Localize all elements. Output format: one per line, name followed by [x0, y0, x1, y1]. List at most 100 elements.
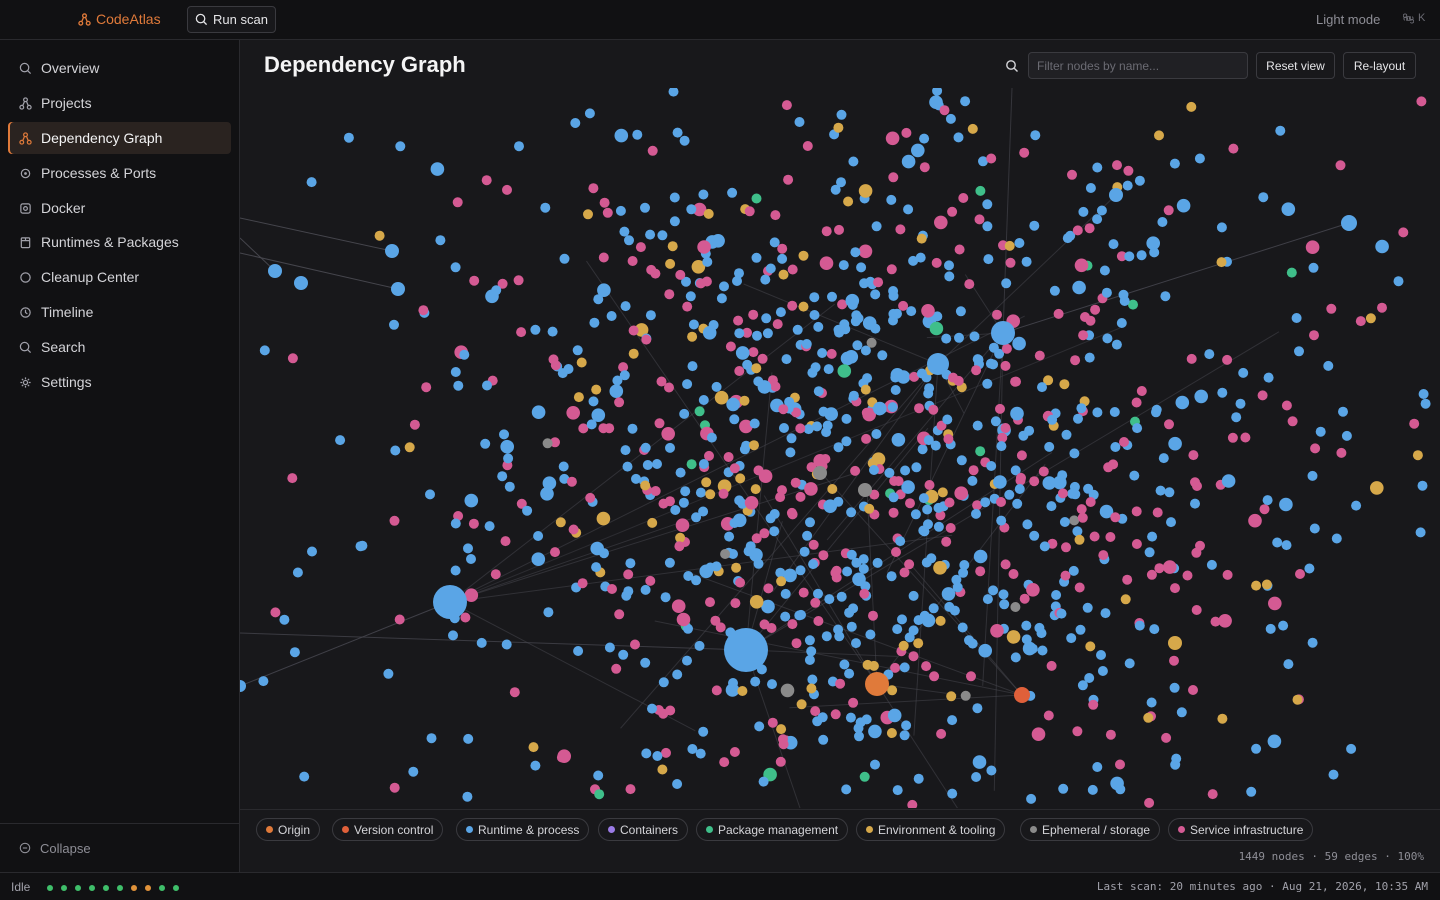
graph-node[interactable]: [463, 733, 474, 744]
graph-node[interactable]: [1132, 423, 1143, 434]
graph-node[interactable]: [620, 445, 631, 456]
graph-node[interactable]: [1335, 160, 1346, 171]
graph-node[interactable]: [848, 295, 859, 305]
graph-node[interactable]: [737, 686, 748, 696]
graph-node[interactable]: [836, 109, 847, 120]
graph-node[interactable]: [607, 584, 617, 594]
graph-node[interactable]: [807, 674, 818, 685]
graph-node[interactable]: [843, 196, 854, 207]
graph-node[interactable]: [641, 748, 652, 759]
graph-node[interactable]: [1072, 280, 1086, 295]
graph-node[interactable]: [1217, 713, 1228, 724]
graph-node[interactable]: [1084, 673, 1095, 683]
graph-node[interactable]: [1420, 398, 1431, 409]
graph-node[interactable]: [744, 206, 755, 217]
graph-node[interactable]: [533, 531, 544, 541]
graph-node[interactable]: [809, 292, 820, 303]
graph-node[interactable]: [566, 406, 580, 420]
graph-node[interactable]: [886, 194, 897, 205]
graph-node[interactable]: [418, 305, 429, 316]
graph-node[interactable]: [937, 487, 948, 498]
graph-node[interactable]: [870, 759, 880, 770]
graph-node[interactable]: [998, 589, 1009, 600]
graph-node[interactable]: [1169, 682, 1180, 693]
graph-node[interactable]: [1000, 423, 1011, 433]
graph-node[interactable]: [898, 300, 909, 311]
graph-node[interactable]: [787, 509, 798, 520]
graph-node[interactable]: [1146, 697, 1157, 708]
graph-node[interactable]: [1328, 769, 1339, 780]
graph-node[interactable]: [686, 459, 697, 470]
graph-node[interactable]: [922, 504, 933, 515]
graph-node[interactable]: [698, 189, 709, 200]
graph-node[interactable]: [670, 505, 681, 515]
graph-node[interactable]: [1163, 560, 1177, 574]
graph-node[interactable]: [1207, 789, 1218, 800]
graph-node[interactable]: [885, 131, 900, 146]
legend-origin[interactable]: Origin: [256, 818, 321, 841]
graph-node[interactable]: [1047, 538, 1058, 549]
graph-node[interactable]: [674, 541, 685, 552]
graph-node[interactable]: [838, 260, 849, 271]
graph-node[interactable]: [916, 233, 927, 244]
graph-node[interactable]: [1089, 531, 1100, 542]
graph-node[interactable]: [871, 429, 882, 439]
graph-node[interactable]: [870, 323, 881, 334]
graph-node[interactable]: [1047, 414, 1058, 425]
graph-node[interactable]: [614, 609, 625, 620]
graph-node[interactable]: [599, 548, 609, 559]
graph-node[interactable]: [947, 715, 958, 726]
graph-node[interactable]: [1326, 303, 1337, 314]
graph-node[interactable]: [566, 476, 577, 487]
graph-node[interactable]: [573, 392, 584, 403]
sidebar-item-projects[interactable]: Projects: [8, 87, 231, 119]
graph-node[interactable]: [1168, 436, 1182, 451]
graph-node[interactable]: [1310, 443, 1321, 454]
graph-node[interactable]: [640, 657, 651, 668]
graph-node[interactable]: [1077, 680, 1088, 691]
graph-node[interactable]: [1076, 504, 1087, 515]
graph-node[interactable]: [1088, 699, 1099, 710]
graph-node[interactable]: [710, 615, 721, 626]
graph-node[interactable]: [678, 497, 689, 508]
graph-node[interactable]: [1111, 339, 1122, 350]
graph-node[interactable]: [687, 361, 698, 372]
graph-node[interactable]: [993, 475, 1007, 489]
graph-node[interactable]: [941, 536, 952, 547]
graph-node[interactable]: [716, 293, 727, 304]
graph-node[interactable]: [1305, 240, 1320, 254]
graph-node[interactable]: [450, 518, 461, 529]
graph-node[interactable]: [726, 397, 740, 412]
light-mode-toggle[interactable]: Light mode: [1316, 12, 1381, 27]
sidebar-item-timeline[interactable]: Timeline: [8, 296, 231, 328]
graph-node[interactable]: [1099, 265, 1110, 276]
graph-node[interactable]: [497, 278, 508, 289]
graph-node[interactable]: [1136, 386, 1147, 396]
graph-node[interactable]: [1108, 239, 1119, 250]
graph-node[interactable]: [606, 311, 617, 321]
graph-node[interactable]: [618, 362, 629, 373]
graph-node[interactable]: [749, 440, 759, 451]
graph-node[interactable]: [408, 766, 419, 777]
graph-node[interactable]: [1068, 565, 1079, 576]
graph-node[interactable]: [840, 324, 851, 335]
graph-node[interactable]: [735, 473, 746, 484]
graph-node[interactable]: [1072, 225, 1083, 236]
graph-node[interactable]: [802, 530, 813, 541]
graph-node[interactable]: [741, 440, 752, 451]
graph-node[interactable]: [1100, 608, 1111, 619]
graph-node[interactable]: [1005, 257, 1016, 268]
graph-node[interactable]: [658, 708, 669, 719]
graph-node[interactable]: [1218, 614, 1232, 628]
graph-node[interactable]: [808, 539, 819, 550]
graph-node[interactable]: [795, 423, 806, 434]
graph-node[interactable]: [1026, 793, 1037, 804]
graph-node[interactable]: [1022, 641, 1037, 656]
graph-node[interactable]: [895, 536, 906, 547]
graph-node[interactable]: [850, 465, 861, 476]
graph-node[interactable]: [531, 552, 546, 566]
graph-node[interactable]: [729, 463, 740, 474]
graph-node[interactable]: [1046, 660, 1057, 671]
graph-node[interactable]: [775, 756, 786, 767]
graph-node[interactable]: [482, 380, 492, 391]
